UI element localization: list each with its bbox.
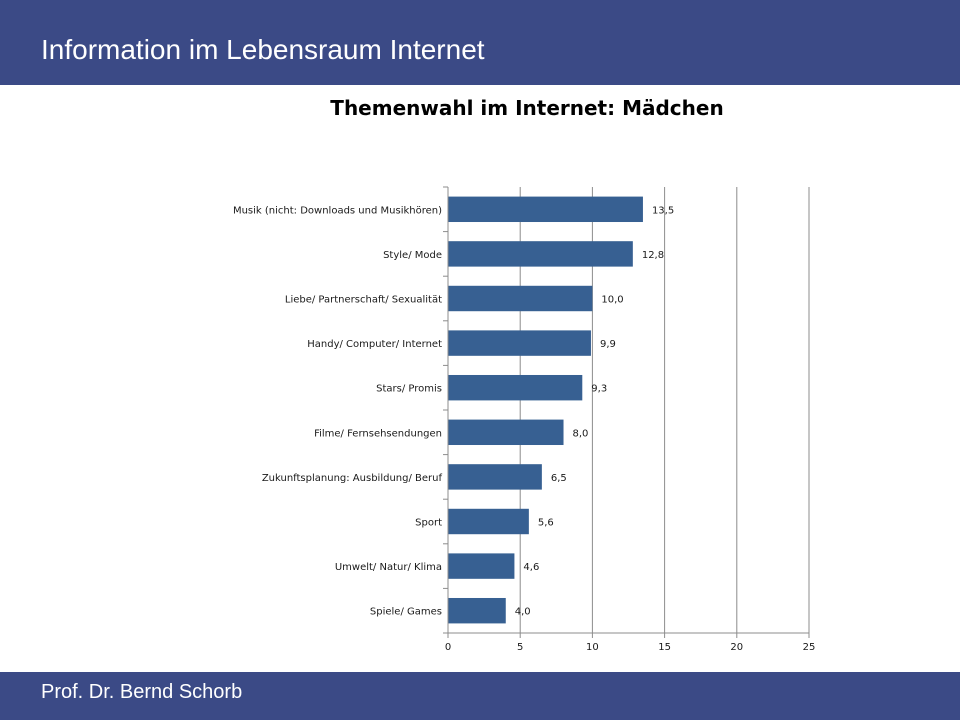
data-label: 9,3: [591, 384, 607, 395]
x-tick-label: 25: [803, 642, 816, 653]
chart: Themenwahl im Internet: Mädchen 0 5 10 15 20…: [233, 96, 815, 653]
bar: [448, 330, 591, 356]
data-label: 6,5: [551, 473, 567, 484]
category-label: Liebe/ Partnerschaft/ Sexualität: [285, 295, 442, 306]
x-tick-label: 10: [586, 642, 599, 653]
x-tick-label: 0: [445, 642, 451, 653]
data-label: 10,0: [601, 295, 623, 306]
bar: [448, 285, 593, 312]
bar: [448, 597, 506, 624]
category-label: Zukunftsplanung: Ausbildung/ Beruf: [262, 473, 443, 484]
data-label: 12,8: [642, 250, 664, 261]
bar: [448, 374, 583, 401]
bar: [448, 196, 643, 223]
data-label: 9,9: [600, 339, 616, 350]
category-label: Spiele/ Games: [370, 607, 442, 618]
header-bar: [0, 0, 960, 85]
bar: [448, 553, 515, 579]
category-label: Umwelt/ Natur/ Klima: [335, 562, 442, 573]
footer-bar: [0, 672, 960, 720]
bars: [448, 196, 643, 624]
category-label: Stars/ Promis: [376, 384, 442, 395]
category-label: Handy/ Computer/ Internet: [307, 339, 442, 350]
data-label: 5,6: [538, 518, 554, 529]
bar: [448, 241, 633, 267]
category-label: Style/ Mode: [383, 250, 442, 261]
labels: 0 5 10 15 20 25 Musik (nicht: Downloads und Mu…: [233, 205, 815, 653]
slide-title: Information im Lebensraum Internet: [41, 34, 485, 65]
x-tick-label: 5: [517, 642, 523, 653]
x-tick-label: 20: [730, 642, 743, 653]
axes: [443, 186, 810, 638]
x-tick-label: 15: [658, 642, 671, 653]
bar: [448, 419, 564, 446]
category-label: Filme/ Fernsehsendungen: [314, 428, 442, 439]
category-label: Musik (nicht: Downloads und Musikhören): [233, 205, 442, 216]
chart-title: Themenwahl im Internet: Mädchen: [330, 96, 723, 120]
data-label: 8,0: [573, 428, 589, 439]
footer-author: Prof. Dr. Bernd Schorb: [41, 681, 243, 703]
data-label: 13,5: [652, 205, 674, 216]
bar: [448, 508, 529, 535]
data-label: 4,6: [523, 562, 539, 573]
category-label: Sport: [415, 518, 442, 529]
bar: [448, 464, 542, 490]
data-label: 4,0: [515, 607, 531, 618]
